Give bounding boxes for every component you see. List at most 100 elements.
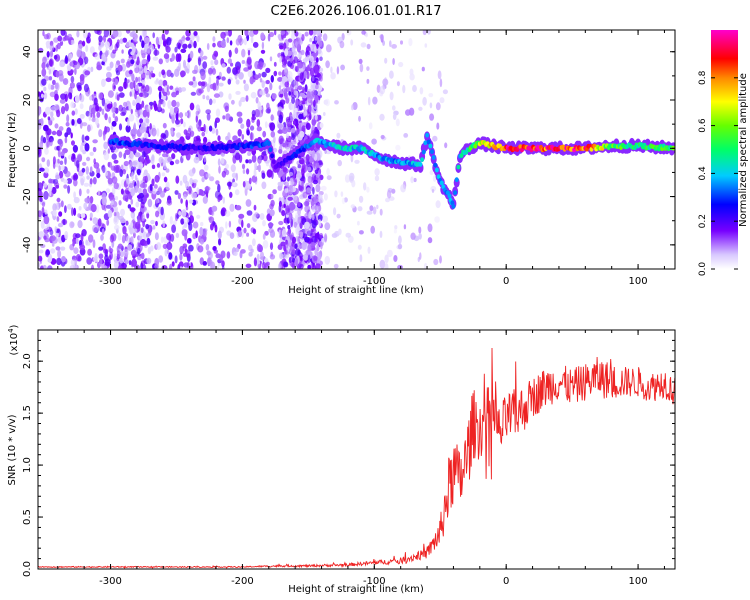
- noise-speckle: [261, 181, 267, 190]
- noise-speckle: [128, 70, 133, 75]
- noise-speckle: [43, 190, 49, 200]
- noise-speckle: [286, 120, 293, 128]
- noise-speckle: [242, 181, 246, 188]
- noise-speckle: [135, 102, 141, 111]
- noise-speckle: [146, 155, 150, 165]
- noise-speckle: [316, 162, 320, 169]
- spectrogram-y-tick-label: 40: [22, 45, 33, 58]
- noise-speckle: [86, 188, 90, 194]
- page-title: C2E6.2026.106.01.01.R17: [270, 4, 441, 19]
- noise-speckle: [218, 82, 224, 87]
- noise-speckle: [72, 174, 76, 181]
- noise-speckle: [255, 97, 259, 104]
- snr-x-ticks: -300 -200 -100 0 100: [57, 330, 665, 587]
- noise-speckle: [167, 100, 172, 109]
- noise-speckle: [146, 47, 151, 54]
- noise-speckle: [163, 53, 170, 60]
- noise-speckle: [252, 238, 256, 247]
- noise-speckle: [269, 242, 274, 250]
- noise-speckle: [295, 225, 301, 235]
- noise-speckle: [269, 82, 273, 91]
- noise-speckle: [149, 183, 153, 192]
- noise-speckle: [166, 233, 172, 241]
- noise-speckle: [215, 253, 221, 259]
- noise-speckle: [38, 106, 42, 116]
- snr-y-tick-label: 1.5: [22, 405, 33, 421]
- noise-speckle: [272, 147, 278, 153]
- noise-speckle: [391, 188, 396, 194]
- noise-speckle: [161, 33, 166, 41]
- noise-speckle: [303, 70, 308, 80]
- noise-speckle: [112, 30, 119, 38]
- noise-speckle: [214, 224, 218, 233]
- noise-speckle: [389, 70, 394, 79]
- noise-speckle: [73, 247, 79, 255]
- noise-speckle: [116, 250, 121, 258]
- noise-speckle: [81, 122, 88, 127]
- noise-speckle: [134, 152, 141, 158]
- noise-speckle: [162, 220, 166, 228]
- noise-speckle: [278, 135, 284, 145]
- noise-speckle: [66, 178, 73, 184]
- noise-speckle: [345, 232, 351, 238]
- noise-speckle: [334, 100, 339, 105]
- noise-speckle: [104, 258, 111, 267]
- noise-speckle: [160, 134, 164, 139]
- noise-speckle: [246, 56, 252, 65]
- noise-speckle: [384, 254, 389, 264]
- noise-speckle: [103, 141, 109, 150]
- colorbar-tick-label: 0.4: [698, 166, 708, 181]
- noise-speckle: [103, 132, 106, 141]
- noise-speckle: [287, 225, 291, 230]
- noise-speckle: [39, 197, 43, 203]
- noise-speckle: [400, 184, 406, 193]
- noise-speckle: [324, 222, 331, 231]
- noise-speckle: [248, 251, 253, 257]
- noise-speckle: [120, 218, 126, 224]
- noise-speckle: [120, 188, 124, 195]
- noise-speckle: [166, 242, 173, 250]
- noise-speckle: [258, 61, 264, 70]
- noise-speckle: [287, 228, 292, 235]
- noise-speckle: [281, 210, 286, 217]
- noise-speckle: [429, 102, 433, 109]
- noise-speckle: [154, 174, 160, 183]
- noise-speckle: [156, 127, 160, 137]
- noise-speckle: [135, 115, 139, 123]
- spectrogram-y-tick-label: 20: [22, 94, 33, 107]
- noise-speckle: [121, 49, 124, 54]
- noise-speckle: [379, 259, 386, 269]
- noise-speckle: [392, 58, 395, 65]
- noise-speckle: [156, 163, 161, 168]
- noise-speckle: [120, 208, 125, 217]
- noise-speckle: [141, 252, 145, 260]
- noise-speckle: [188, 222, 193, 232]
- noise-speckle: [98, 253, 104, 259]
- noise-speckle: [205, 173, 211, 179]
- noise-speckle: [206, 257, 212, 266]
- noise-speckle: [292, 264, 295, 269]
- noise-speckle: [75, 233, 81, 239]
- noise-speckle: [360, 42, 367, 48]
- noise-speckle: [231, 172, 237, 179]
- noise-speckle: [434, 216, 440, 223]
- noise-speckle: [314, 232, 320, 239]
- noise-speckle: [56, 216, 60, 222]
- noise-speckle: [233, 251, 238, 257]
- noise-speckle: [52, 210, 57, 217]
- noise-speckle: [95, 204, 100, 213]
- noise-speckle: [118, 200, 122, 206]
- noise-speckle: [64, 136, 68, 144]
- noise-speckle: [384, 57, 388, 64]
- noise-speckle: [147, 246, 152, 255]
- noise-speckle: [306, 187, 312, 194]
- noise-speckle: [69, 61, 74, 67]
- noise-speckle: [269, 209, 275, 217]
- noise-speckle: [307, 166, 312, 172]
- noise-speckle: [256, 126, 262, 132]
- noise-speckle: [43, 235, 47, 240]
- noise-speckle: [439, 255, 442, 264]
- noise-speckle: [113, 261, 119, 269]
- noise-speckle: [59, 98, 66, 104]
